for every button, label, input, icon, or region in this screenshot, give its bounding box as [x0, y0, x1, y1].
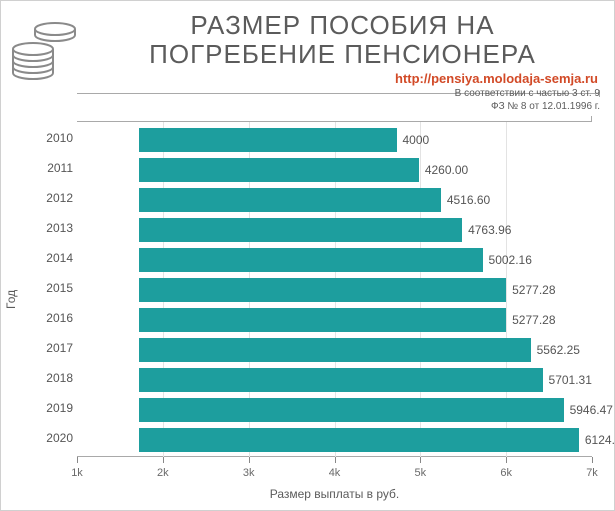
bar-row: 5277.28: [139, 308, 584, 332]
year-label: 2019: [15, 401, 73, 415]
title-line2: ПОГРЕБЕНИЕ ПЕНСИОНЕРА: [149, 39, 536, 69]
bar: [139, 398, 564, 422]
year-label: 2017: [15, 341, 73, 355]
bar: [139, 308, 506, 332]
bar-row: 4260.00: [139, 158, 584, 182]
year-label: 2020: [15, 431, 73, 445]
bar-row: 5701.31: [139, 368, 584, 392]
header: РАЗМЕР ПОСОБИЯ НА ПОГРЕБЕНИЕ ПЕНСИОНЕРА …: [1, 1, 614, 88]
bar-value-label: 4763.96: [468, 223, 511, 237]
title-line1: РАЗМЕР ПОСОБИЯ НА: [190, 10, 494, 40]
bar: [139, 128, 397, 152]
x-tick-label: 5k: [400, 467, 440, 479]
bar-value-label: 4260.00: [425, 163, 468, 177]
bar-row: 4000: [139, 128, 584, 152]
year-label: 2015: [15, 281, 73, 295]
year-label: 2010: [15, 131, 73, 145]
page-title: РАЗМЕР ПОСОБИЯ НА ПОГРЕБЕНИЕ ПЕНСИОНЕРА: [85, 11, 600, 69]
coins-icon: [11, 9, 79, 86]
bar-value-label: 5277.28: [512, 313, 555, 327]
bar: [139, 158, 419, 182]
x-tick: [77, 457, 78, 463]
x-tick: [249, 457, 250, 463]
bar-value-label: 6124.86: [585, 433, 615, 447]
bar: [139, 338, 531, 362]
x-tick-label: 3k: [229, 467, 269, 479]
x-axis-label: Размер выплаты в руб.: [77, 487, 592, 501]
bar-row: 5562.25: [139, 338, 584, 362]
bar-row: 5277.28: [139, 278, 584, 302]
chart-plot-area: 1k2k3k4k5k6k7k40004260.004516.604763.965…: [77, 121, 592, 457]
bar-value-label: 5562.25: [537, 343, 580, 357]
bar-value-label: 5701.31: [549, 373, 592, 387]
x-tick: [335, 457, 336, 463]
year-label: 2018: [15, 371, 73, 385]
year-label: 2013: [15, 221, 73, 235]
bar: [139, 368, 543, 392]
year-label: 2011: [15, 161, 73, 175]
year-label: 2014: [15, 251, 73, 265]
x-tick-label: 6k: [486, 467, 526, 479]
benefit-chart: Год 1k2k3k4k5k6k7k40004260.004516.604763…: [15, 117, 600, 501]
year-label: 2016: [15, 311, 73, 325]
x-tick: [506, 457, 507, 463]
x-tick-label: 7k: [572, 467, 612, 479]
bar-value-label: 4000: [403, 133, 430, 147]
bar-row: 4516.60: [139, 188, 584, 212]
x-tick-label: 4k: [315, 467, 355, 479]
year-label: 2012: [15, 191, 73, 205]
bar-value-label: 5002.16: [489, 253, 532, 267]
bar: [139, 278, 506, 302]
bar: [139, 188, 441, 212]
bar-row: 5002.16: [139, 248, 584, 272]
x-tick: [592, 457, 593, 463]
bar-row: 4763.96: [139, 218, 584, 242]
x-tick: [163, 457, 164, 463]
x-tick: [420, 457, 421, 463]
bar: [139, 428, 579, 452]
bar-value-label: 5946.47: [570, 403, 613, 417]
legal-note: В соответствии с частью 3 ст. 9 ФЗ № 8 о…: [1, 88, 614, 113]
bar-row: 6124.86: [139, 428, 584, 452]
legal-line1: В соответствии с частью 3 ст. 9: [455, 88, 600, 99]
x-tick-label: 1k: [57, 467, 97, 479]
bar: [139, 218, 462, 242]
legal-line2: ФЗ № 8 от 12.01.1996 г.: [491, 101, 600, 112]
bar-row: 5946.47: [139, 398, 584, 422]
x-tick-label: 2k: [143, 467, 183, 479]
source-link[interactable]: http://pensiya.molodaja-semja.ru: [85, 71, 600, 86]
bar: [139, 248, 483, 272]
bar-value-label: 4516.60: [447, 193, 490, 207]
bar-value-label: 5277.28: [512, 283, 555, 297]
